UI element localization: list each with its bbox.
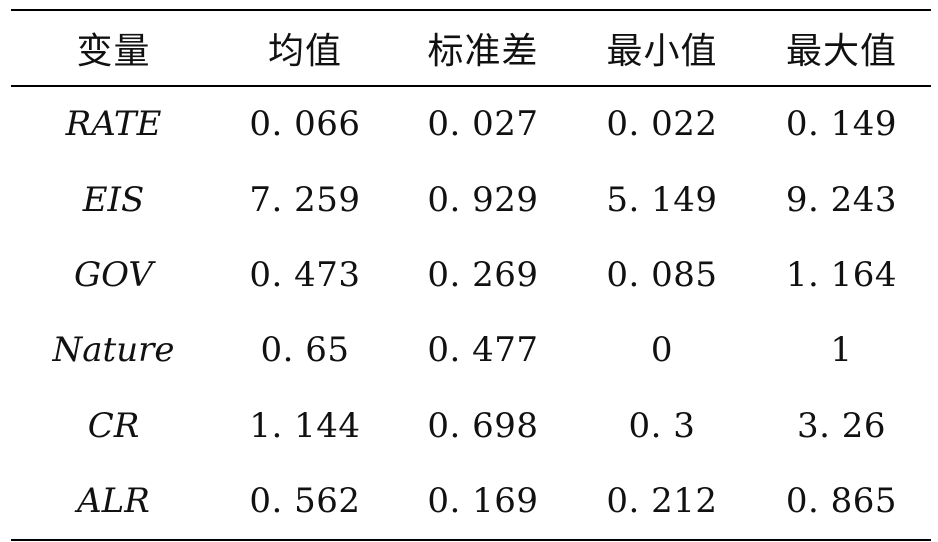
- mean-cell: 7. 259: [249, 179, 361, 220]
- mean-cell: 0. 65: [260, 330, 350, 371]
- mean-cell: 0. 066: [249, 104, 361, 145]
- top-rule: [11, 9, 931, 11]
- std-dev-cell: 0. 477: [427, 330, 539, 371]
- bottom-rule: [11, 538, 931, 541]
- stats-table: 变量 均值 标准差 最小值 最大值: [11, 11, 931, 85]
- min-cell: 0. 3: [628, 405, 696, 446]
- header-mean: 均值: [267, 31, 342, 72]
- header-max: 最大值: [785, 31, 897, 72]
- mean-cell: 0. 473: [249, 254, 361, 295]
- max-cell: 1. 164: [785, 254, 898, 295]
- descriptive-statistics-table: 变量 均值 标准差 最小值 最大值 RATE 0. 066 0. 027 0. …: [11, 9, 931, 541]
- stats-table-body: RATE 0. 066 0. 027 0. 022 0. 149 EIS 7. …: [11, 87, 931, 539]
- variable-name: EIS: [82, 179, 145, 220]
- max-cell: 9. 243: [785, 179, 898, 220]
- min-cell: 0. 022: [606, 104, 718, 145]
- table-row: CR 1. 144 0. 698 0. 3 3. 26: [11, 388, 931, 463]
- std-dev-cell: 0. 929: [427, 179, 539, 220]
- header-variable: 变量: [76, 31, 151, 72]
- std-dev-cell: 0. 269: [427, 254, 539, 295]
- table-row: EIS 7. 259 0. 929 5. 149 9. 243: [11, 162, 931, 237]
- min-cell: 0. 085: [606, 254, 718, 295]
- min-cell: 0: [650, 330, 674, 371]
- max-cell: 0. 865: [785, 481, 898, 522]
- variable-name: RATE: [65, 104, 162, 145]
- std-dev-cell: 0. 169: [427, 481, 539, 522]
- variable-name: Nature: [52, 330, 175, 371]
- table-row: RATE 0. 066 0. 027 0. 022 0. 149: [11, 87, 931, 162]
- mean-cell: 0. 562: [249, 481, 361, 522]
- max-cell: 0. 149: [785, 104, 898, 145]
- header-rule: [11, 85, 931, 87]
- table-row: Nature 0. 65 0. 477 0 1: [11, 313, 931, 388]
- variable-name: CR: [87, 405, 140, 446]
- mean-cell: 1. 144: [249, 405, 361, 446]
- std-dev-cell: 0. 027: [427, 104, 539, 145]
- max-cell: 1: [830, 330, 853, 371]
- header-min: 最小值: [606, 31, 718, 72]
- min-cell: 5. 149: [606, 179, 718, 220]
- table-row: GOV 0. 473 0. 269 0. 085 1. 164: [11, 237, 931, 312]
- min-cell: 0. 212: [606, 481, 718, 522]
- variable-name: GOV: [74, 254, 153, 295]
- max-cell: 3. 26: [796, 405, 886, 446]
- header-row: 变量 均值 标准差 最小值 最大值: [11, 11, 931, 85]
- std-dev-cell: 0. 698: [427, 405, 539, 446]
- header-std-dev: 标准差: [427, 31, 539, 72]
- table-row: ALR 0. 562 0. 169 0. 212 0. 865: [11, 463, 931, 538]
- variable-name: ALR: [77, 481, 150, 522]
